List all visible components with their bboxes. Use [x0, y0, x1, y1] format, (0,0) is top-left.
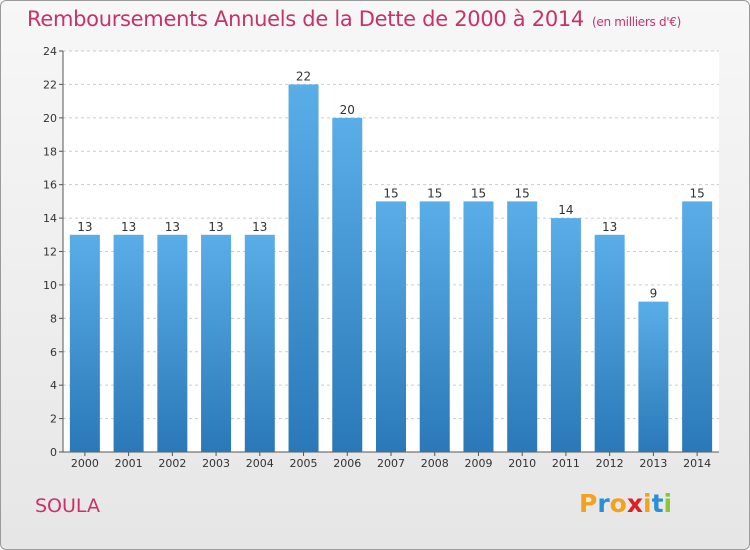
bar-value-label: 13	[602, 220, 617, 234]
bar-value-label: 20	[340, 103, 355, 117]
proxiti-logo: Proxiti	[579, 489, 672, 518]
y-tick-label: 18	[43, 145, 57, 158]
y-tick-label: 4	[50, 379, 57, 392]
bar-value-label: 13	[77, 220, 92, 234]
bar	[157, 234, 188, 452]
x-tick-label: 2001	[115, 457, 143, 470]
y-tick-label: 10	[43, 279, 57, 292]
x-tick-label: 2010	[508, 457, 536, 470]
bar	[507, 201, 538, 452]
bar	[463, 201, 494, 452]
bar-value-label: 15	[515, 186, 530, 200]
bar-value-label: 15	[427, 186, 442, 200]
bar	[244, 234, 275, 452]
x-tick-label: 2000	[71, 457, 99, 470]
x-tick-label: 2004	[246, 457, 274, 470]
x-tick-label: 2012	[596, 457, 624, 470]
bar-value-label: 13	[252, 220, 267, 234]
logo-letter: i	[663, 489, 673, 518]
bar	[682, 201, 713, 452]
bar-value-label: 13	[121, 220, 136, 234]
x-tick-label: 2011	[552, 457, 580, 470]
bar	[69, 234, 100, 452]
bar	[376, 201, 406, 452]
logo-letter: o	[609, 489, 627, 518]
x-tick-label: 2005	[290, 457, 318, 470]
logo-letter: i	[643, 489, 652, 518]
bar-value-label: 15	[383, 186, 398, 200]
x-tick-label: 2006	[333, 457, 361, 470]
bar	[594, 234, 625, 452]
bar	[419, 201, 450, 452]
logo-letter: r	[597, 489, 610, 518]
y-tick-label: 14	[43, 212, 57, 225]
y-tick-label: 24	[43, 45, 57, 58]
y-tick-label: 22	[43, 78, 57, 91]
bar	[113, 234, 144, 452]
bar	[550, 218, 581, 452]
y-tick-label: 8	[50, 312, 57, 325]
bar	[288, 84, 319, 453]
bar-value-label: 13	[208, 220, 223, 234]
bar-value-label: 9	[650, 287, 658, 301]
x-tick-label: 2013	[639, 457, 667, 470]
logo-letter: P	[579, 489, 598, 518]
y-tick-label: 2	[50, 413, 57, 426]
commune-name: SOULA	[35, 495, 100, 517]
logo-letter: x	[626, 489, 643, 518]
chart-title-text: Remboursements Annuels de la Dette de 20…	[27, 7, 584, 31]
bar-value-label: 15	[471, 186, 486, 200]
y-tick-label: 6	[50, 346, 57, 359]
y-tick-label: 20	[43, 112, 57, 125]
x-tick-label: 2008	[421, 457, 449, 470]
bar-value-label: 22	[296, 69, 311, 83]
chart-title: Remboursements Annuels de la Dette de 20…	[27, 7, 681, 31]
bar	[638, 301, 669, 452]
y-tick-label: 12	[43, 246, 57, 259]
unit-label: (en milliers d'€)	[592, 15, 682, 29]
x-tick-label: 2014	[683, 457, 711, 470]
x-tick-label: 2002	[158, 457, 186, 470]
logo-letter: t	[651, 489, 664, 518]
bar	[332, 117, 363, 452]
y-tick-label: 16	[43, 179, 57, 192]
x-tick-label: 2009	[464, 457, 492, 470]
bar-value-label: 15	[689, 186, 704, 200]
bar-value-label: 13	[165, 220, 180, 234]
x-tick-label: 2007	[377, 457, 405, 470]
x-tick-label: 2003	[202, 457, 230, 470]
bar-value-label: 14	[558, 203, 573, 217]
bar	[201, 234, 232, 452]
y-tick-label: 0	[50, 446, 57, 459]
